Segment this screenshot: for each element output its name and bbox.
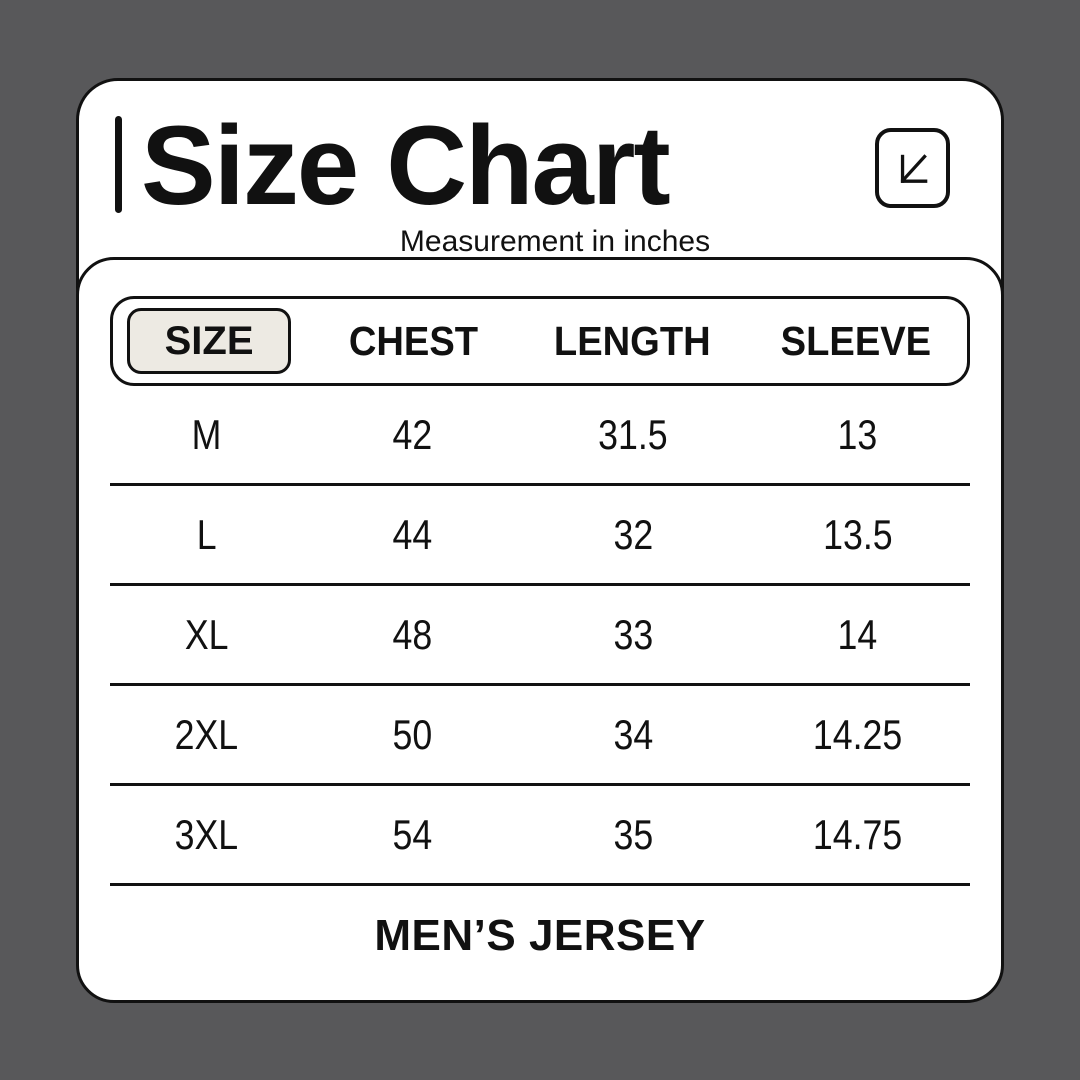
table-row: XL 48 33 14: [110, 586, 970, 686]
cell-length: 32: [613, 510, 654, 558]
table-row: L 44 32 13.5: [110, 486, 970, 586]
cell-length: 31.5: [598, 410, 669, 458]
cell-length: 33: [613, 610, 654, 658]
column-header-sleeve: SLEEVE: [780, 317, 931, 364]
column-header-chest: CHEST: [348, 317, 478, 364]
arrow-down-left-icon: [875, 128, 950, 208]
table-row: M 42 31.5 13: [110, 386, 970, 486]
cell-sleeve: 13.5: [823, 510, 893, 558]
cell-sleeve: 14: [837, 610, 878, 658]
cell-size: 2XL: [174, 710, 239, 758]
cell-length: 35: [613, 810, 654, 858]
cell-sleeve: 14.75: [813, 810, 903, 858]
cell-size: M: [191, 410, 222, 458]
cell-size: XL: [184, 610, 229, 658]
cell-size: 3XL: [174, 810, 239, 858]
cell-sleeve: 13: [837, 410, 878, 458]
table-row: 2XL 50 34 14.25: [110, 686, 970, 786]
size-column-badge: SIZE: [127, 308, 292, 374]
product-name-label: MEN’S JERSEY: [374, 910, 706, 960]
table-row: 3XL 54 35 14.75: [110, 786, 970, 886]
title-accent-bar: [115, 116, 122, 213]
cell-length: 34: [613, 710, 654, 758]
cell-chest: 42: [392, 410, 433, 458]
column-header-length: LENGTH: [554, 317, 712, 364]
table-header-row: SIZE CHEST LENGTH SLEEVE: [110, 296, 970, 386]
page-title: Size Chart: [141, 103, 671, 228]
cell-size: L: [196, 510, 217, 558]
size-table-card: SIZE CHEST LENGTH SLEEVE M 42 31.5 13 L …: [76, 257, 1004, 1003]
cell-chest: 48: [392, 610, 433, 658]
cell-chest: 44: [392, 510, 433, 558]
measurement-unit-note: Measurement in inches: [399, 225, 711, 258]
column-header-size: SIZE: [127, 308, 292, 374]
cell-sleeve: 14.25: [813, 710, 903, 758]
cell-chest: 50: [392, 710, 433, 758]
cell-chest: 54: [392, 810, 433, 858]
